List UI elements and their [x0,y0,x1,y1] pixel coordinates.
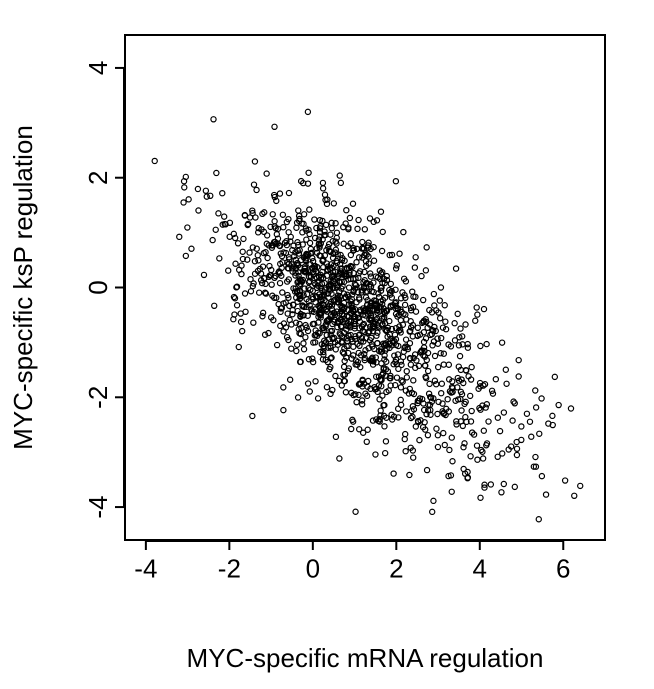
x-tick-label: 4 [473,553,487,583]
y-tick-label: 0 [83,280,113,294]
x-tick-label: 0 [306,553,320,583]
x-tick-label: -4 [134,553,157,583]
x-tick-label: 6 [556,553,570,583]
y-tick-label: -4 [83,496,113,519]
x-tick-label: 2 [389,553,403,583]
scatter-chart: -4 -2 0 2 4 6 -4 -2 0 2 4 MYC-specific mRNA regulat… [0,0,654,689]
y-axis-label: MYC-specific ksP regulation [8,125,38,450]
y-tick-label: 2 [83,170,113,184]
x-tick-label: -2 [218,553,241,583]
y-tick-label: 4 [83,61,113,75]
x-axis-label: MYC-specific mRNA regulation [187,643,544,673]
chart-svg: -4 -2 0 2 4 6 -4 -2 0 2 4 MYC-specific mRNA regulat… [0,0,654,689]
y-tick-label: -2 [83,386,113,409]
